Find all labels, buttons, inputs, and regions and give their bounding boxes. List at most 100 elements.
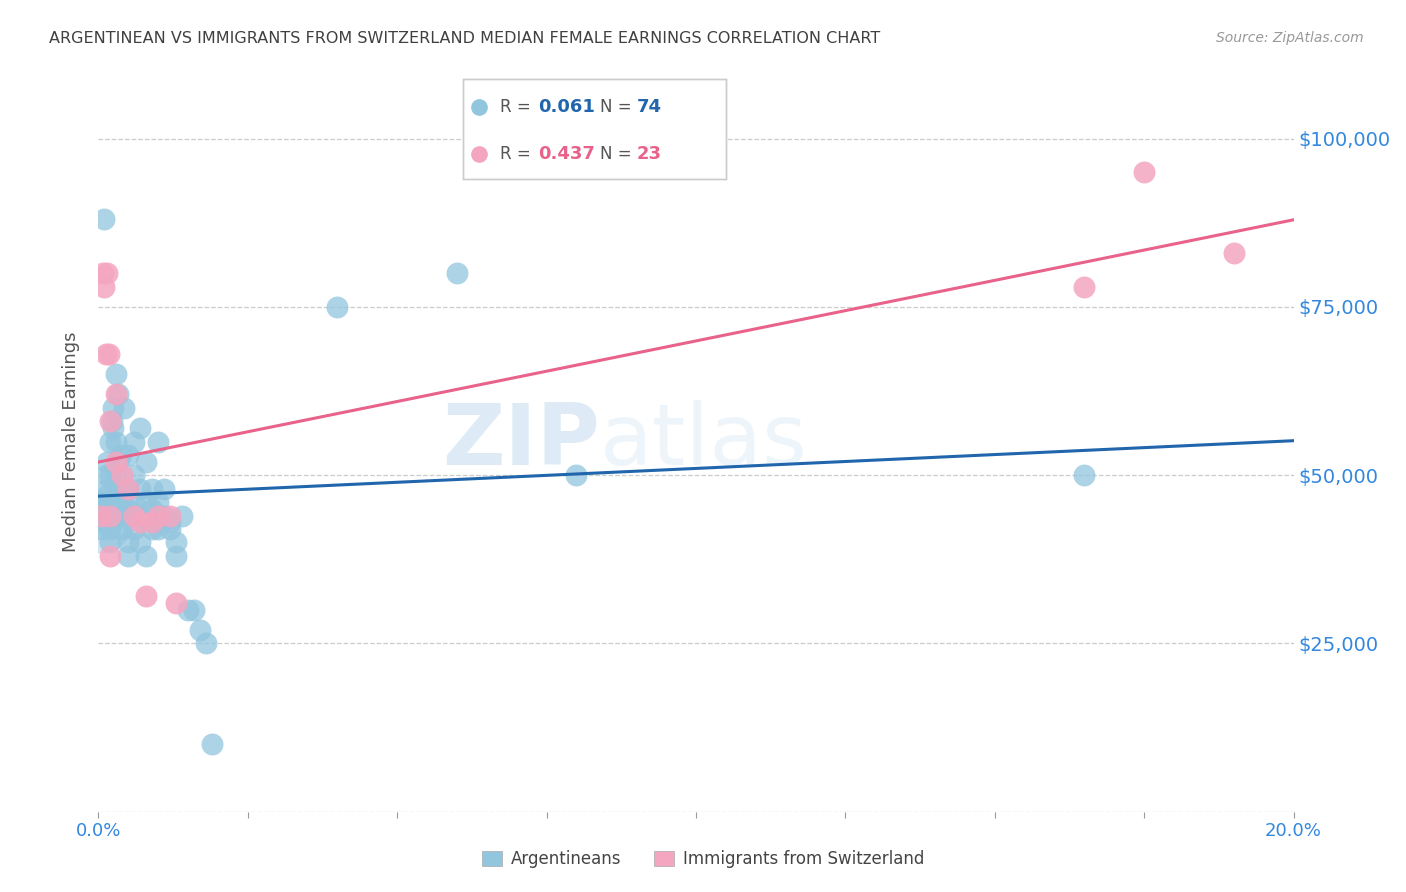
Point xyxy=(129,482,152,496)
Point xyxy=(112,401,135,415)
Point xyxy=(114,508,136,523)
Point xyxy=(111,508,134,523)
Point xyxy=(96,488,118,502)
Point xyxy=(98,347,121,361)
Point xyxy=(98,535,122,549)
Point xyxy=(105,455,128,469)
Point xyxy=(107,387,129,401)
Point xyxy=(94,347,117,361)
Point xyxy=(153,508,176,523)
Point xyxy=(1223,246,1246,260)
Point xyxy=(148,434,170,449)
Point xyxy=(141,482,163,496)
Text: Source: ZipAtlas.com: Source: ZipAtlas.com xyxy=(1216,31,1364,45)
Point xyxy=(135,549,157,563)
Point xyxy=(105,434,128,449)
Point xyxy=(105,387,128,401)
Point xyxy=(117,482,139,496)
Point xyxy=(148,495,170,509)
Point xyxy=(98,508,122,523)
Point xyxy=(107,455,129,469)
Point xyxy=(98,549,122,563)
Point xyxy=(148,508,170,523)
Point xyxy=(124,434,146,449)
Point xyxy=(141,516,163,530)
Point xyxy=(129,535,152,549)
Point xyxy=(188,623,211,637)
Point xyxy=(98,522,122,536)
Point xyxy=(124,495,146,509)
Point xyxy=(159,508,181,523)
Text: atlas: atlas xyxy=(600,400,808,483)
Point xyxy=(159,522,181,536)
Point xyxy=(103,421,125,435)
Point xyxy=(195,636,218,650)
Point xyxy=(94,468,117,483)
Point xyxy=(135,590,157,604)
Text: ARGENTINEAN VS IMMIGRANTS FROM SWITZERLAND MEDIAN FEMALE EARNINGS CORRELATION CH: ARGENTINEAN VS IMMIGRANTS FROM SWITZERLA… xyxy=(49,31,880,46)
Point xyxy=(165,596,187,610)
Point xyxy=(98,508,122,523)
Point xyxy=(98,434,122,449)
Text: ZIP: ZIP xyxy=(443,400,600,483)
Point xyxy=(159,516,181,530)
Y-axis label: Median Female Earnings: Median Female Earnings xyxy=(62,331,80,552)
Point xyxy=(183,603,205,617)
Point xyxy=(105,368,128,382)
Point xyxy=(141,501,163,516)
Point xyxy=(111,522,134,536)
Point xyxy=(124,522,146,536)
Point xyxy=(105,501,128,516)
Point xyxy=(93,212,115,227)
Point xyxy=(93,279,115,293)
Point xyxy=(124,468,146,483)
Point xyxy=(111,482,134,496)
Point xyxy=(141,522,163,536)
Point xyxy=(96,266,118,280)
Point xyxy=(129,516,152,530)
Point xyxy=(108,495,131,509)
Point xyxy=(446,266,468,280)
Point xyxy=(326,300,349,314)
Point xyxy=(98,414,122,428)
Point xyxy=(98,495,121,509)
Point xyxy=(90,516,112,530)
Point xyxy=(153,482,176,496)
Point xyxy=(90,508,112,523)
Point xyxy=(98,468,122,483)
Point xyxy=(96,508,118,523)
Point xyxy=(165,535,187,549)
Point xyxy=(93,516,115,530)
Point xyxy=(96,455,118,469)
Point xyxy=(135,495,157,509)
Point xyxy=(91,495,114,509)
Point xyxy=(100,414,122,428)
Point xyxy=(96,482,118,496)
Point xyxy=(1133,165,1156,179)
Point xyxy=(124,508,146,523)
Point xyxy=(148,522,170,536)
Point xyxy=(1073,279,1095,293)
Point xyxy=(129,508,152,523)
Point xyxy=(90,522,112,536)
Point xyxy=(117,482,139,496)
Point xyxy=(135,455,157,469)
Legend: Argentineans, Immigrants from Switzerland: Argentineans, Immigrants from Switzerlan… xyxy=(475,844,931,875)
Point xyxy=(105,482,128,496)
Point xyxy=(94,501,117,516)
Point xyxy=(129,421,152,435)
Point xyxy=(201,738,224,752)
Point xyxy=(565,468,588,483)
Point xyxy=(172,508,194,523)
Point xyxy=(90,508,112,523)
Point xyxy=(117,549,139,563)
Point xyxy=(117,448,139,462)
Point xyxy=(110,448,132,462)
Point xyxy=(1073,468,1095,483)
Point xyxy=(111,468,134,483)
Point xyxy=(117,535,139,549)
Point xyxy=(117,501,139,516)
Point xyxy=(105,468,128,483)
Point xyxy=(100,508,122,523)
Point xyxy=(177,603,200,617)
